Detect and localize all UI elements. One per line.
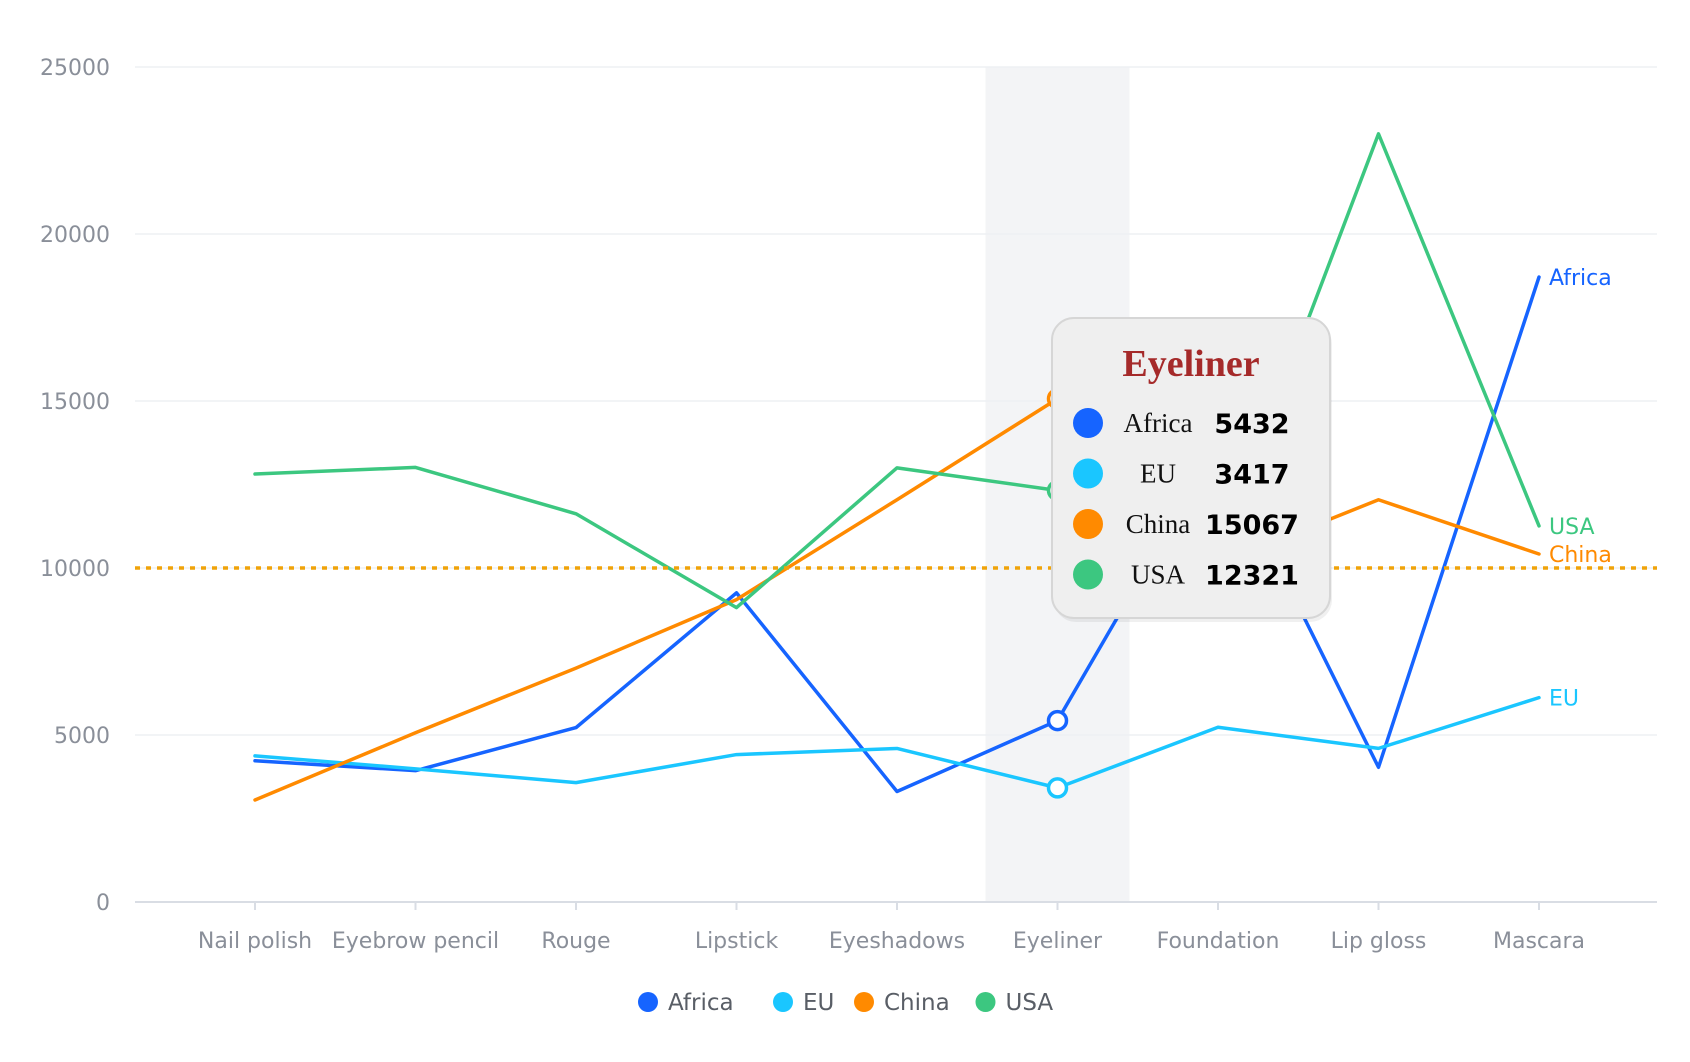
y-tick-label: 10000 [40,557,110,582]
legend-item-usa: USA [975,990,1054,1016]
legend-swatch [773,992,793,1012]
tooltip-series-name: China [1126,509,1191,539]
legend-item-africa: Africa [638,990,734,1016]
tooltip-row-china: China 15067 [1073,509,1299,541]
y-tick-label: 20000 [40,223,110,248]
x-tick-label: Lipstick [695,929,779,954]
tooltip-series-name: EU [1140,459,1176,489]
tooltip-swatch [1073,559,1103,590]
x-tick-label: Nail polish [198,929,312,954]
end-label-usa: USA [1549,515,1595,540]
legend-label: USA [1006,990,1054,1016]
legend-item-china: China [854,990,950,1016]
legend-label: China [884,990,950,1016]
x-tick-label: Eyebrow pencil [332,929,499,954]
end-label-eu: EU [1549,687,1579,712]
legend-swatch [638,992,658,1012]
tooltip-series-value: 5432 [1214,409,1289,440]
x-tick-label: Lip gloss [1331,929,1427,954]
tooltip-swatch [1073,408,1103,438]
y-tick-label: 0 [96,891,110,916]
legend-label: EU [803,990,834,1016]
tooltip-box [1051,317,1331,619]
tooltip-row-eu: EU 3417 [1073,458,1290,491]
x-tick-label: Foundation [1157,929,1280,954]
tooltip-series-value: 15067 [1205,510,1299,541]
legend-swatch [854,992,874,1012]
legend-swatch [975,992,996,1012]
y-tick-label: 5000 [54,724,110,749]
y-tick-label: 25000 [40,56,110,81]
tooltip-swatch [1073,458,1103,489]
series-line-africa [253,275,1541,794]
legend-label: Africa [668,990,734,1016]
y-tick-label: 15000 [40,390,110,415]
legend-item-eu: EU [773,990,834,1016]
series-line-eu [253,695,1541,790]
x-tick-label: Rouge [541,929,610,954]
tooltip-swatch [1073,509,1103,539]
end-label-china: China [1549,543,1612,568]
tooltip-series-name: Africa [1124,408,1193,438]
tooltip-series-value: 3417 [1214,460,1289,491]
tooltip-row-usa: USA 12321 [1073,559,1299,592]
x-tick-label: Eyeliner [1013,929,1103,954]
tooltip-row-africa: Africa 5432 [1073,408,1290,440]
tooltip: Eyeliner Africa 5432 EU 3417 China 15067 USA 123… [1051,317,1332,622]
series-line-china [253,397,1541,802]
tooltip-series-name: USA [1131,560,1186,590]
tooltip-series-value: 12321 [1205,561,1299,592]
hover-marker-africa [1046,709,1069,732]
x-tick-label: Eyeshadows [829,929,965,954]
end-label-africa: Africa [1549,266,1612,291]
x-tick-label: Mascara [1493,929,1585,954]
series-line-usa [253,132,1541,610]
tooltip-title: Eyeliner [1122,343,1259,385]
hover-marker-eu [1046,777,1069,799]
